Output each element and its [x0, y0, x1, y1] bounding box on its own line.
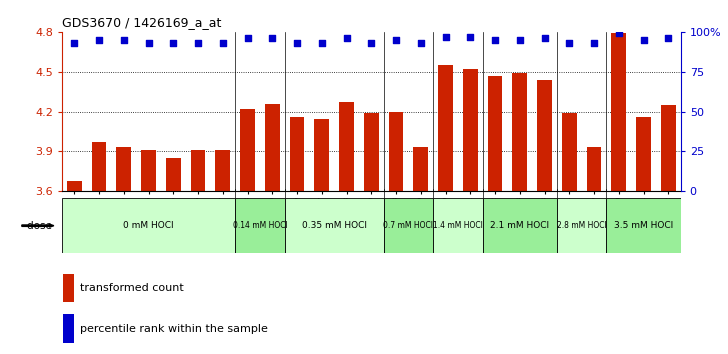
Bar — [433, 198, 483, 253]
Point — [489, 37, 501, 43]
Text: transformed count: transformed count — [81, 283, 184, 293]
Point — [242, 35, 253, 41]
Point — [217, 40, 229, 46]
Point — [464, 34, 476, 40]
Bar — [141, 150, 156, 191]
Bar — [636, 117, 651, 191]
Bar — [62, 198, 235, 253]
Text: 2.8 mM HOCl: 2.8 mM HOCl — [557, 221, 606, 230]
Bar — [513, 73, 527, 191]
Text: 2.1 mM HOCl: 2.1 mM HOCl — [490, 221, 550, 230]
Bar — [116, 147, 131, 191]
Point — [68, 40, 80, 46]
Bar — [314, 120, 329, 191]
Bar — [215, 150, 230, 191]
Point — [93, 37, 105, 43]
Point — [415, 40, 427, 46]
Bar — [488, 76, 502, 191]
Point — [118, 37, 130, 43]
Point — [316, 40, 328, 46]
Point — [514, 37, 526, 43]
Bar — [463, 69, 478, 191]
Bar — [166, 158, 181, 191]
Bar — [265, 104, 280, 191]
Bar — [414, 147, 428, 191]
Point — [539, 35, 550, 41]
Bar — [364, 113, 379, 191]
Bar — [587, 147, 601, 191]
Bar — [63, 314, 74, 343]
Point — [192, 40, 204, 46]
Bar — [483, 198, 557, 253]
Bar — [606, 198, 681, 253]
Text: 0.35 mM HOCl: 0.35 mM HOCl — [301, 221, 367, 230]
Point — [638, 37, 649, 43]
Bar — [290, 117, 304, 191]
Bar — [384, 198, 433, 253]
Bar — [63, 274, 74, 302]
Bar — [67, 181, 82, 191]
Point — [390, 37, 402, 43]
Point — [143, 40, 154, 46]
Bar — [438, 65, 453, 191]
Point — [266, 35, 278, 41]
Point — [440, 34, 451, 40]
Text: 3.5 mM HOCl: 3.5 mM HOCl — [614, 221, 673, 230]
Bar — [612, 33, 626, 191]
Bar — [240, 109, 255, 191]
Text: percentile rank within the sample: percentile rank within the sample — [81, 324, 269, 334]
Bar — [557, 198, 606, 253]
Text: dose: dose — [27, 221, 58, 231]
Bar — [235, 198, 285, 253]
Bar — [191, 150, 205, 191]
Bar — [339, 102, 354, 191]
Bar — [661, 105, 676, 191]
Point — [563, 40, 575, 46]
Point — [588, 40, 600, 46]
Text: 1.4 mM HOCl: 1.4 mM HOCl — [433, 221, 483, 230]
Bar — [389, 112, 403, 191]
Point — [167, 40, 179, 46]
Text: GDS3670 / 1426169_a_at: GDS3670 / 1426169_a_at — [62, 16, 221, 29]
Bar — [562, 113, 577, 191]
Text: 0 mM HOCl: 0 mM HOCl — [123, 221, 174, 230]
Text: 0.14 mM HOCl: 0.14 mM HOCl — [232, 221, 288, 230]
Point — [613, 30, 625, 36]
Bar — [285, 198, 384, 253]
Point — [341, 35, 352, 41]
Text: 0.7 mM HOCl: 0.7 mM HOCl — [384, 221, 433, 230]
Bar — [537, 80, 552, 191]
Point — [662, 35, 674, 41]
Bar — [92, 142, 106, 191]
Point — [365, 40, 377, 46]
Point — [291, 40, 303, 46]
